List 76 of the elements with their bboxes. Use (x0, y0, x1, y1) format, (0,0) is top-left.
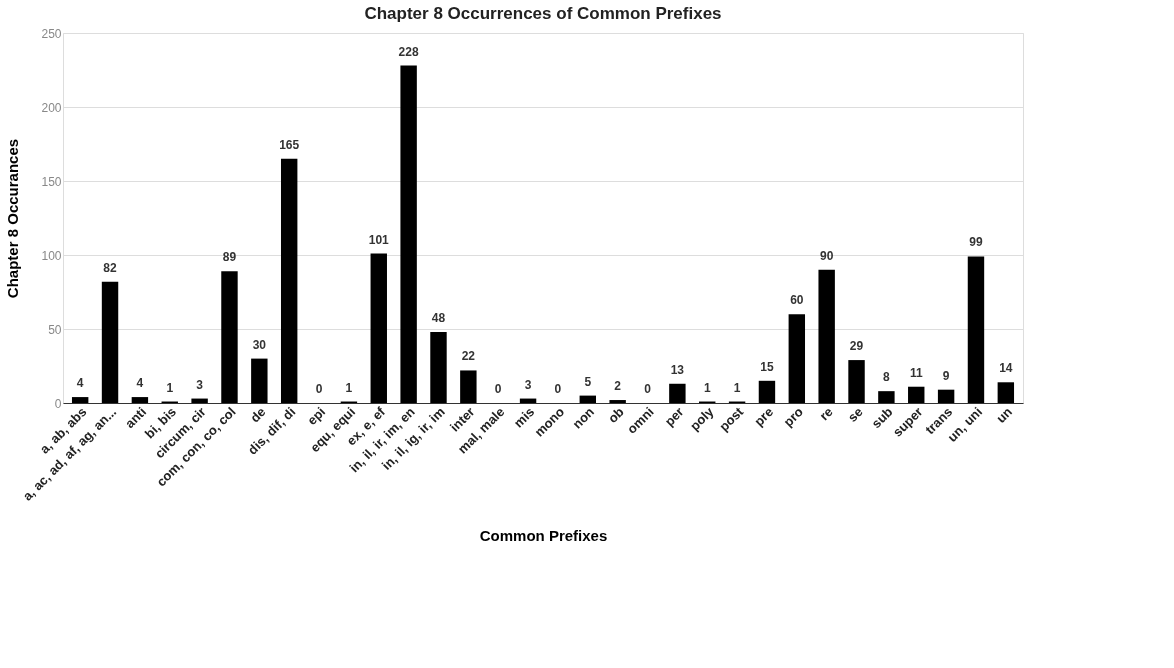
data-label: 22 (461, 349, 476, 364)
y-tick-label: 250 (41, 26, 62, 41)
bar (101, 281, 119, 403)
data-label: 90 (819, 248, 834, 263)
data-label: 0 (315, 382, 323, 396)
bar (997, 382, 1015, 403)
bar (908, 386, 925, 403)
data-label: 15 (760, 359, 774, 374)
data-label: 3 (524, 377, 532, 392)
bar (251, 358, 268, 403)
data-label: 5 (584, 374, 592, 389)
data-label: 48 (431, 310, 446, 325)
data-label: 30 (252, 337, 267, 352)
bar (609, 400, 626, 403)
bar (191, 398, 208, 403)
y-tick-label: 0 (54, 396, 62, 411)
data-label: 13 (670, 362, 685, 377)
data-label: 89 (222, 250, 237, 265)
x-tick-label: epi (304, 404, 329, 428)
x-tick-label: sub (868, 404, 896, 432)
chart-title: Chapter 8 Occurrences of Common Prefixes (364, 4, 722, 23)
data-label: 165 (279, 137, 300, 152)
data-label: 1 (345, 380, 353, 395)
bar (937, 389, 955, 403)
bar (818, 269, 835, 403)
data-label: 60 (790, 293, 804, 308)
data-label: 4 (76, 376, 84, 391)
bar (967, 256, 985, 403)
bar (280, 158, 298, 403)
x-tick-label: ob (605, 404, 627, 426)
bar (71, 397, 89, 403)
data-label: 29 (849, 339, 864, 354)
data-label: 0 (554, 382, 562, 396)
x-tick-label: mis (510, 404, 538, 431)
x-tick-label: se (844, 404, 866, 425)
x-tick-label: pre (751, 404, 777, 429)
y-tick-label: 200 (41, 100, 62, 115)
data-label: 0 (644, 382, 652, 396)
bar (848, 360, 865, 403)
bar (758, 380, 776, 403)
data-label: 1 (703, 380, 711, 395)
data-label: 2 (614, 379, 622, 394)
bar (370, 253, 387, 403)
x-tick-label: per (661, 404, 687, 429)
data-label: 99 (969, 235, 983, 250)
y-tick-label: 150 (41, 174, 62, 189)
bar (669, 383, 686, 403)
data-label: 11 (909, 365, 923, 380)
data-label: 3 (196, 377, 204, 392)
data-label: 228 (398, 44, 419, 59)
bar (400, 65, 417, 403)
bar (788, 314, 806, 403)
x-tick-label: de (247, 404, 269, 426)
x-axis-title: Common Prefixes (479, 526, 608, 544)
data-label: 9 (942, 368, 950, 383)
data-label: 1 (166, 380, 174, 395)
bar (579, 395, 596, 403)
data-label: 8 (883, 370, 891, 385)
bar (460, 370, 477, 403)
y-tick-label: 100 (41, 248, 62, 263)
bar (878, 391, 895, 403)
y-axis-title: Chapter 8 Occurances (4, 138, 22, 299)
data-label: 0 (494, 382, 502, 396)
x-tick-label: non (569, 404, 598, 432)
data-label: 1 (733, 380, 741, 395)
x-tick-label: pro (780, 404, 807, 430)
data-label: 14 (999, 361, 1013, 376)
data-label: 82 (103, 260, 118, 275)
x-tick-label: un (993, 404, 1016, 426)
data-label: 101 (368, 232, 390, 247)
data-label: 4 (136, 376, 144, 391)
bar (430, 331, 447, 403)
x-tick-label: re (816, 404, 836, 424)
y-tick-label: 50 (48, 322, 62, 337)
bar (131, 397, 149, 403)
bar (221, 271, 238, 403)
